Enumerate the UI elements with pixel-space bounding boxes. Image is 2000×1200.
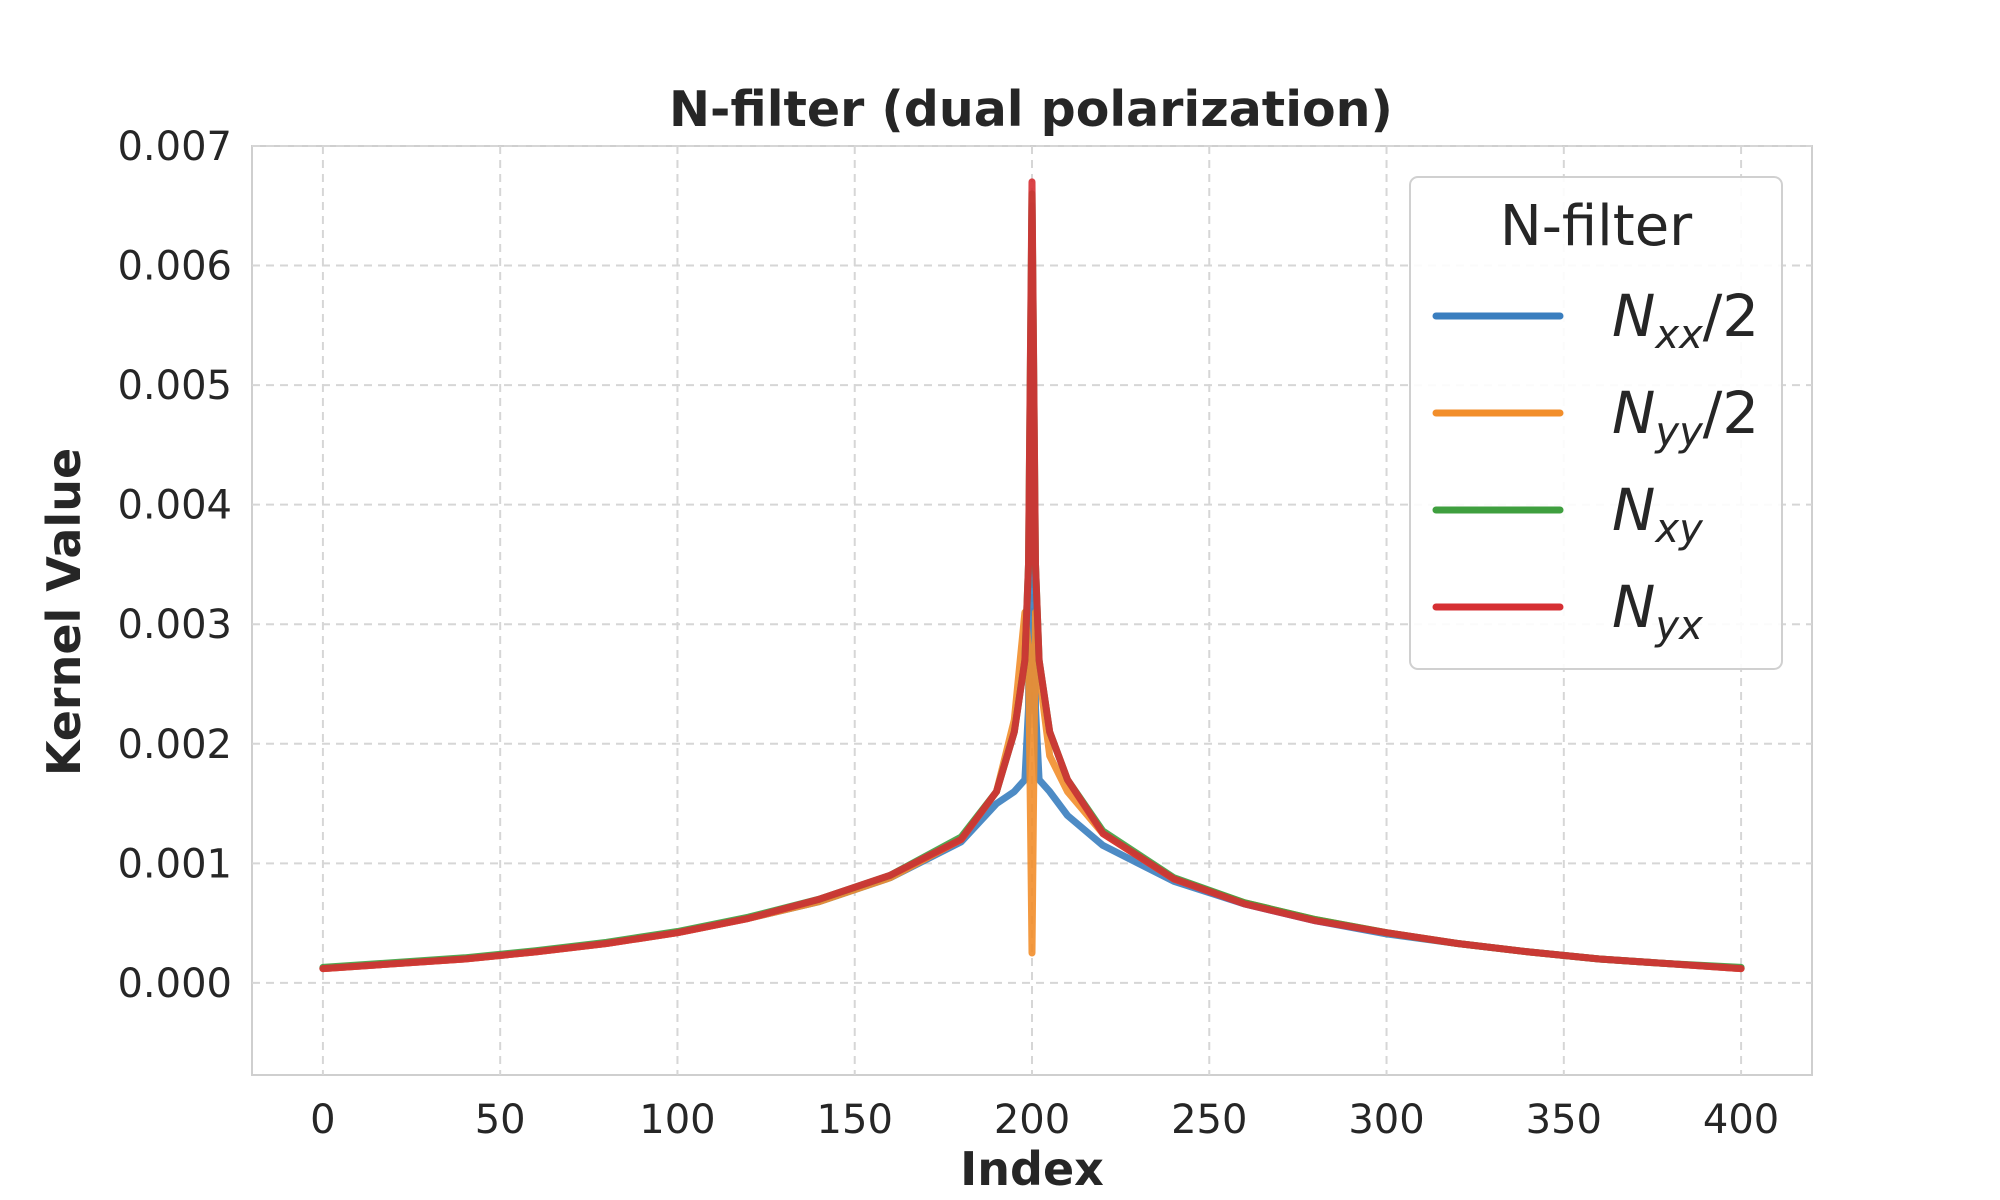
y-tick-label: 0.002 bbox=[117, 722, 232, 768]
y-tick-label: 0.006 bbox=[117, 244, 232, 290]
x-tick-label: 100 bbox=[639, 1097, 715, 1143]
x-tick-label: 250 bbox=[1171, 1097, 1247, 1143]
x-axis-label: Index bbox=[960, 1142, 1104, 1196]
legend-title: N-filter bbox=[1500, 194, 1693, 259]
legend-label: Nxx/2 bbox=[1612, 282, 1759, 358]
x-ticks: 0 50 100 150 200 250 300 350 400 bbox=[310, 1097, 1779, 1143]
y-tick-label: 0.003 bbox=[117, 602, 232, 648]
x-tick-label: 150 bbox=[817, 1097, 893, 1143]
y-tick-label: 0.007 bbox=[117, 124, 232, 170]
x-tick-label: 50 bbox=[475, 1097, 526, 1143]
y-tick-label: 0.000 bbox=[117, 961, 232, 1007]
series-line-4 bbox=[319, 178, 1745, 973]
legend: N-filter Nxx/2 Nyy/2 Nxy Nyx bbox=[1409, 176, 1783, 670]
legend-entries: Nxx/2 Nyy/2 Nxy Nyx bbox=[1432, 282, 1759, 649]
x-tick-label: 400 bbox=[1703, 1097, 1779, 1143]
x-tick-label: 300 bbox=[1348, 1097, 1424, 1143]
y-tick-label: 0.001 bbox=[117, 841, 232, 887]
legend-label: Nyx bbox=[1612, 573, 1703, 649]
x-tick-label: 0 bbox=[310, 1097, 335, 1143]
x-tick-label: 350 bbox=[1526, 1097, 1602, 1143]
legend-label: Nyy/2 bbox=[1612, 379, 1759, 455]
x-tick-label: 200 bbox=[994, 1097, 1070, 1143]
y-tick-label: 0.005 bbox=[117, 363, 232, 409]
series-layer bbox=[319, 178, 1745, 973]
chart-title: N-filter (dual polarization) bbox=[669, 81, 1393, 138]
legend-label: Nxy bbox=[1612, 476, 1704, 552]
y-ticks: 0.000 0.001 0.002 0.003 0.004 0.005 0.006 0.007 bbox=[117, 124, 232, 1007]
y-axis-label: Kernel Value bbox=[37, 448, 91, 776]
legend-frame bbox=[1409, 176, 1783, 670]
y-tick-label: 0.004 bbox=[117, 483, 232, 529]
